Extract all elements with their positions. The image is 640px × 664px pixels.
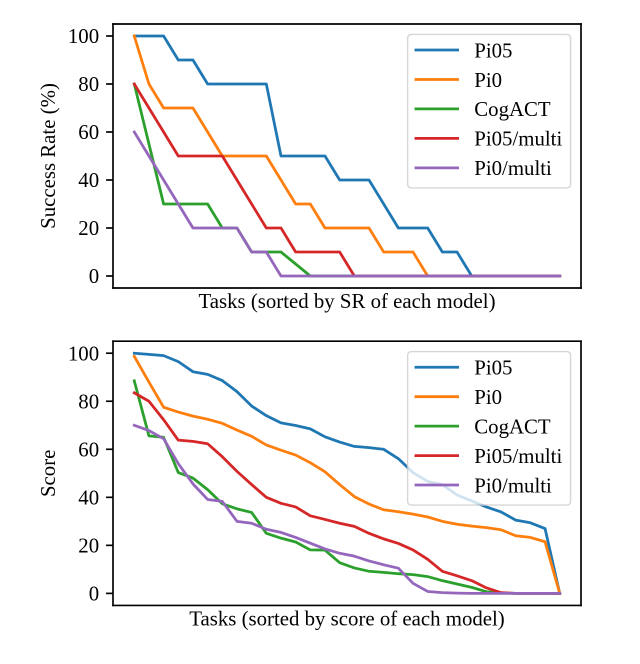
svg-text:0: 0 bbox=[89, 264, 99, 288]
svg-text:Success Rate (%): Success Rate (%) bbox=[36, 83, 60, 229]
svg-text:Score: Score bbox=[36, 450, 60, 497]
svg-text:Pi05/multi: Pi05/multi bbox=[474, 444, 562, 468]
svg-text:Pi0/multi: Pi0/multi bbox=[474, 156, 552, 180]
svg-text:CogACT: CogACT bbox=[474, 97, 551, 121]
svg-text:60: 60 bbox=[78, 120, 99, 144]
svg-text:100: 100 bbox=[68, 24, 99, 48]
svg-text:20: 20 bbox=[78, 216, 99, 240]
svg-text:80: 80 bbox=[78, 72, 99, 96]
svg-text:20: 20 bbox=[78, 534, 99, 558]
svg-text:Pi05/multi: Pi05/multi bbox=[474, 127, 562, 151]
svg-text:Pi0/multi: Pi0/multi bbox=[474, 473, 552, 497]
svg-text:Pi0: Pi0 bbox=[474, 68, 502, 92]
svg-text:0: 0 bbox=[89, 582, 99, 606]
svg-text:60: 60 bbox=[78, 438, 99, 462]
svg-text:Pi05: Pi05 bbox=[474, 38, 512, 62]
svg-text:100: 100 bbox=[68, 341, 99, 365]
svg-text:40: 40 bbox=[78, 168, 99, 192]
svg-text:40: 40 bbox=[78, 486, 99, 510]
svg-text:Pi0: Pi0 bbox=[474, 385, 502, 409]
svg-text:Tasks (sorted by SR of each mo: Tasks (sorted by SR of each model) bbox=[198, 289, 495, 313]
svg-text:Tasks (sorted by score of each: Tasks (sorted by score of each model) bbox=[189, 607, 505, 631]
svg-text:Pi05: Pi05 bbox=[474, 356, 512, 380]
svg-text:80: 80 bbox=[78, 389, 99, 413]
svg-text:CogACT: CogACT bbox=[474, 414, 551, 438]
